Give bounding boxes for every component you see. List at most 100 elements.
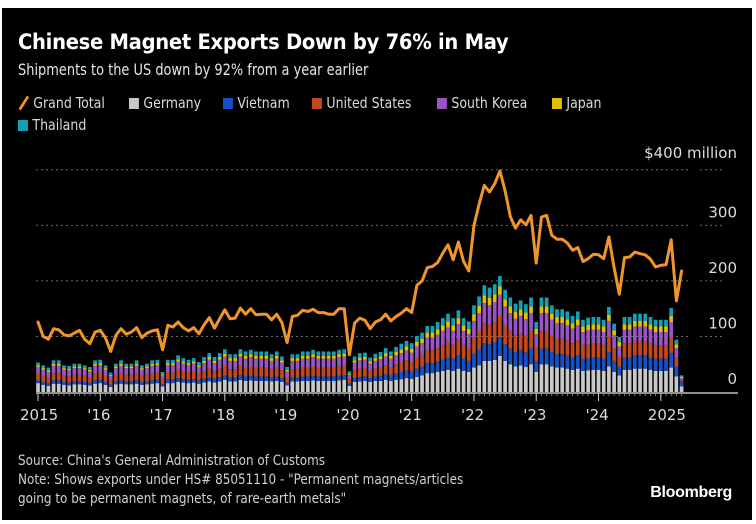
bar-segment-vietnam — [119, 380, 123, 384]
bar-segment-vietnam — [197, 380, 201, 384]
bar-segment-vietnam — [472, 354, 476, 368]
bar-segment-vietnam — [633, 355, 637, 369]
bar-segment-thailand — [233, 354, 238, 359]
bar-segment-south-korea — [326, 358, 331, 368]
bar-segment-vietnam — [160, 384, 165, 387]
bar-segment-vietnam — [446, 357, 450, 370]
bar-segment-japan — [363, 357, 367, 360]
bar-segment-south-korea — [373, 360, 378, 369]
bar-segment-thailand — [129, 363, 134, 367]
bar-segment-japan — [124, 366, 129, 369]
bar-segment-south-korea — [191, 363, 196, 372]
bar-segment-thailand — [165, 359, 170, 364]
bar-segment-germany — [88, 385, 92, 392]
bar-segment-south-korea — [331, 358, 336, 368]
bar-segment-vietnam — [658, 358, 663, 371]
bar-segment-south-korea — [56, 365, 61, 374]
bar-segment-vietnam — [435, 361, 440, 373]
bar-segment-japan — [674, 344, 679, 349]
bar-segment-germany — [316, 380, 321, 392]
bar-segment-germany — [674, 376, 679, 392]
bar-segment-united-states — [134, 373, 139, 381]
bar-segment-germany — [570, 369, 575, 392]
bar-segment-vietnam — [653, 358, 658, 371]
bar-segment-germany — [342, 379, 347, 392]
bar-segment-united-states — [513, 335, 518, 353]
square-swatch-icon — [436, 98, 447, 109]
bar-segment-vietnam — [56, 380, 61, 384]
bar-segment-japan — [549, 313, 554, 320]
bar-segment-japan — [82, 368, 87, 370]
bar-segment-japan — [134, 363, 139, 366]
bar-segment-vietnam — [98, 379, 103, 384]
bar-segment-germany — [62, 384, 66, 392]
bar-segment-japan — [425, 332, 430, 338]
bar-segment-united-states — [498, 315, 502, 338]
bar-segment-japan — [653, 326, 658, 333]
bar-segment-united-states — [36, 373, 40, 381]
bar-segment-united-states — [254, 367, 258, 377]
bar-segment-united-states — [347, 379, 352, 384]
bar-segment-thailand — [513, 303, 518, 313]
bar-segment-south-korea — [638, 326, 642, 341]
bar-segment-united-states — [321, 367, 326, 377]
bar-segment-vietnam — [482, 343, 487, 361]
bar-segment-germany — [36, 383, 40, 392]
bar-segment-germany — [518, 365, 523, 392]
bar-segment-vietnam — [664, 358, 668, 371]
bar-segment-vietnam — [363, 376, 367, 381]
bar-segment-vietnam — [420, 366, 424, 376]
bar-segment-south-korea — [300, 358, 305, 368]
bar-segment-vietnam — [368, 378, 373, 383]
bar-segment-germany — [238, 379, 243, 392]
bar-segment-south-korea — [259, 358, 264, 368]
bar-segment-japan — [586, 324, 590, 331]
bar-segment-south-korea — [337, 357, 341, 367]
bar-segment-south-korea — [420, 343, 424, 355]
x-tick-label: '18 — [212, 406, 235, 424]
bar-segment-united-states — [399, 362, 404, 373]
bar-segment-germany — [383, 379, 388, 392]
bar-segment-vietnam — [129, 381, 134, 385]
bar-segment-thailand — [461, 318, 466, 326]
bar-segment-vietnam — [238, 375, 243, 380]
bar-segment-united-states — [357, 368, 362, 378]
bar-segment-south-korea — [503, 306, 507, 326]
bar-segment-germany — [451, 370, 456, 392]
bar-segment-united-states — [72, 374, 77, 382]
bar-segment-germany — [560, 367, 565, 392]
bar-segment-thailand — [524, 304, 528, 313]
bar-segment-germany — [394, 379, 398, 392]
bar-segment-united-states — [544, 330, 549, 349]
bar-segment-vietnam — [513, 352, 518, 367]
bar-segment-thailand — [82, 365, 87, 369]
bar-segment-south-korea — [674, 348, 679, 358]
bar-segment-germany — [212, 382, 217, 392]
x-tick-label: '24 — [586, 406, 609, 424]
bar-segment-thailand — [41, 365, 46, 369]
bar-segment-united-states — [638, 340, 642, 356]
bar-segment-germany — [596, 369, 601, 392]
bar-segment-vietnam — [311, 375, 315, 381]
bar-segment-united-states — [331, 367, 336, 377]
bar-segment-south-korea — [409, 352, 414, 363]
bar-segment-south-korea — [415, 346, 419, 358]
bar-segment-thailand — [197, 362, 201, 366]
bar-segment-japan — [612, 330, 616, 336]
bar-segment-thailand — [456, 310, 461, 319]
bar-segment-vietnam — [145, 381, 149, 385]
bar-segment-south-korea — [139, 369, 144, 376]
bar-segment-united-states — [114, 374, 118, 382]
bar-segment-germany — [129, 384, 134, 392]
bar-segment-united-states — [622, 343, 627, 358]
bar-segment-vietnam — [498, 337, 502, 356]
bar-segment-united-states — [586, 344, 590, 359]
bar-segment-south-korea — [98, 365, 103, 373]
bar-segment-south-korea — [51, 365, 56, 374]
bar-segment-united-states — [591, 343, 596, 358]
bar-segment-japan — [591, 324, 596, 330]
bar-segment-south-korea — [72, 368, 77, 375]
bar-segment-united-states — [518, 333, 523, 351]
bar-segment-japan — [643, 320, 648, 327]
